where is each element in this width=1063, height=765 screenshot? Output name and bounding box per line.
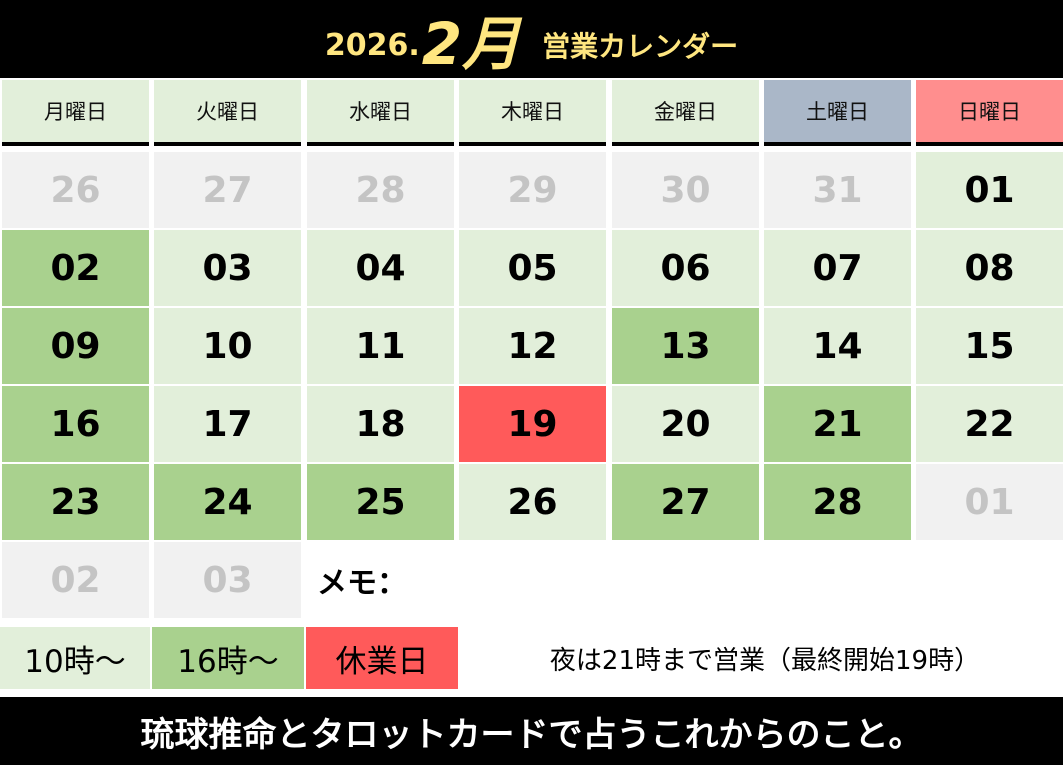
date-cell: 06 (612, 230, 759, 306)
date-cell: 17 (154, 386, 301, 462)
date-cell-other-month: 26 (2, 152, 149, 228)
date-cell: 12 (459, 308, 606, 384)
calendar-title: 営業カレンダー (542, 30, 739, 63)
weekday-header-5: 土曜日 (764, 80, 911, 146)
date-cell: 22 (916, 386, 1063, 462)
date-cell: 18 (307, 386, 454, 462)
memo-area: メモ： (307, 542, 1063, 618)
date-cell: 27 (612, 464, 759, 540)
date-cell: 13 (612, 308, 759, 384)
weekday-header-4: 金曜日 (612, 80, 759, 146)
date-cell-other-month: 31 (764, 152, 911, 228)
calendar-grid: 月曜日 火曜日 水曜日 木曜日 金曜日 土曜日 日曜日 26 27 28 29 30 31 01 02 03… (0, 78, 1063, 697)
weekday-header-0: 月曜日 (2, 80, 149, 146)
date-cell: 26 (459, 464, 606, 540)
date-cell-other-month: 30 (612, 152, 759, 228)
date-cell-other-month: 27 (154, 152, 301, 228)
date-cell-other-month: 02 (2, 542, 149, 618)
memo-label: メモ： (317, 566, 407, 601)
legend-note: 夜は21時まで営業（最終開始19時） (549, 645, 981, 676)
date-cell: 03 (154, 230, 301, 306)
legend-item-closed: 休業日 (306, 627, 458, 689)
date-cell: 19 (459, 386, 606, 462)
date-cell: 28 (764, 464, 911, 540)
date-cell: 02 (2, 230, 149, 306)
date-cell: 09 (2, 308, 149, 384)
date-cell: 01 (916, 152, 1063, 228)
date-cell-other-month: 29 (459, 152, 606, 228)
weekday-header-3: 木曜日 (459, 80, 606, 146)
date-cell: 16 (2, 386, 149, 462)
date-cell: 04 (307, 230, 454, 306)
footer-banner: 琉球推命とタロットカードで占うこれからのこと。 (140, 714, 923, 755)
date-cell: 05 (459, 230, 606, 306)
date-cell: 20 (612, 386, 759, 462)
date-cell-other-month: 28 (307, 152, 454, 228)
legend-item-16: 16時〜 (152, 627, 304, 689)
legend: 10時〜 16時〜 休業日 夜は21時まで営業（最終開始19時） (0, 619, 1063, 697)
date-cell: 15 (916, 308, 1063, 384)
month-label: 2月 (421, 10, 521, 78)
date-cell: 07 (764, 230, 911, 306)
calendar-header: 2026. 2月 営業カレンダー (0, 0, 1063, 78)
date-cell: 21 (764, 386, 911, 462)
date-cell: 10 (154, 308, 301, 384)
weekday-header-2: 水曜日 (307, 80, 454, 146)
weekday-header-1: 火曜日 (154, 80, 301, 146)
date-cell-other-month: 01 (916, 464, 1063, 540)
year-label: 2026. (324, 27, 420, 63)
legend-item-10: 10時〜 (0, 627, 150, 689)
date-cell: 23 (2, 464, 149, 540)
weekday-header-6: 日曜日 (916, 80, 1063, 146)
date-cell: 11 (307, 308, 454, 384)
date-cell: 25 (307, 464, 454, 540)
date-cell-other-month: 03 (154, 542, 301, 618)
date-cell: 08 (916, 230, 1063, 306)
date-cell: 14 (764, 308, 911, 384)
date-cell: 24 (154, 464, 301, 540)
